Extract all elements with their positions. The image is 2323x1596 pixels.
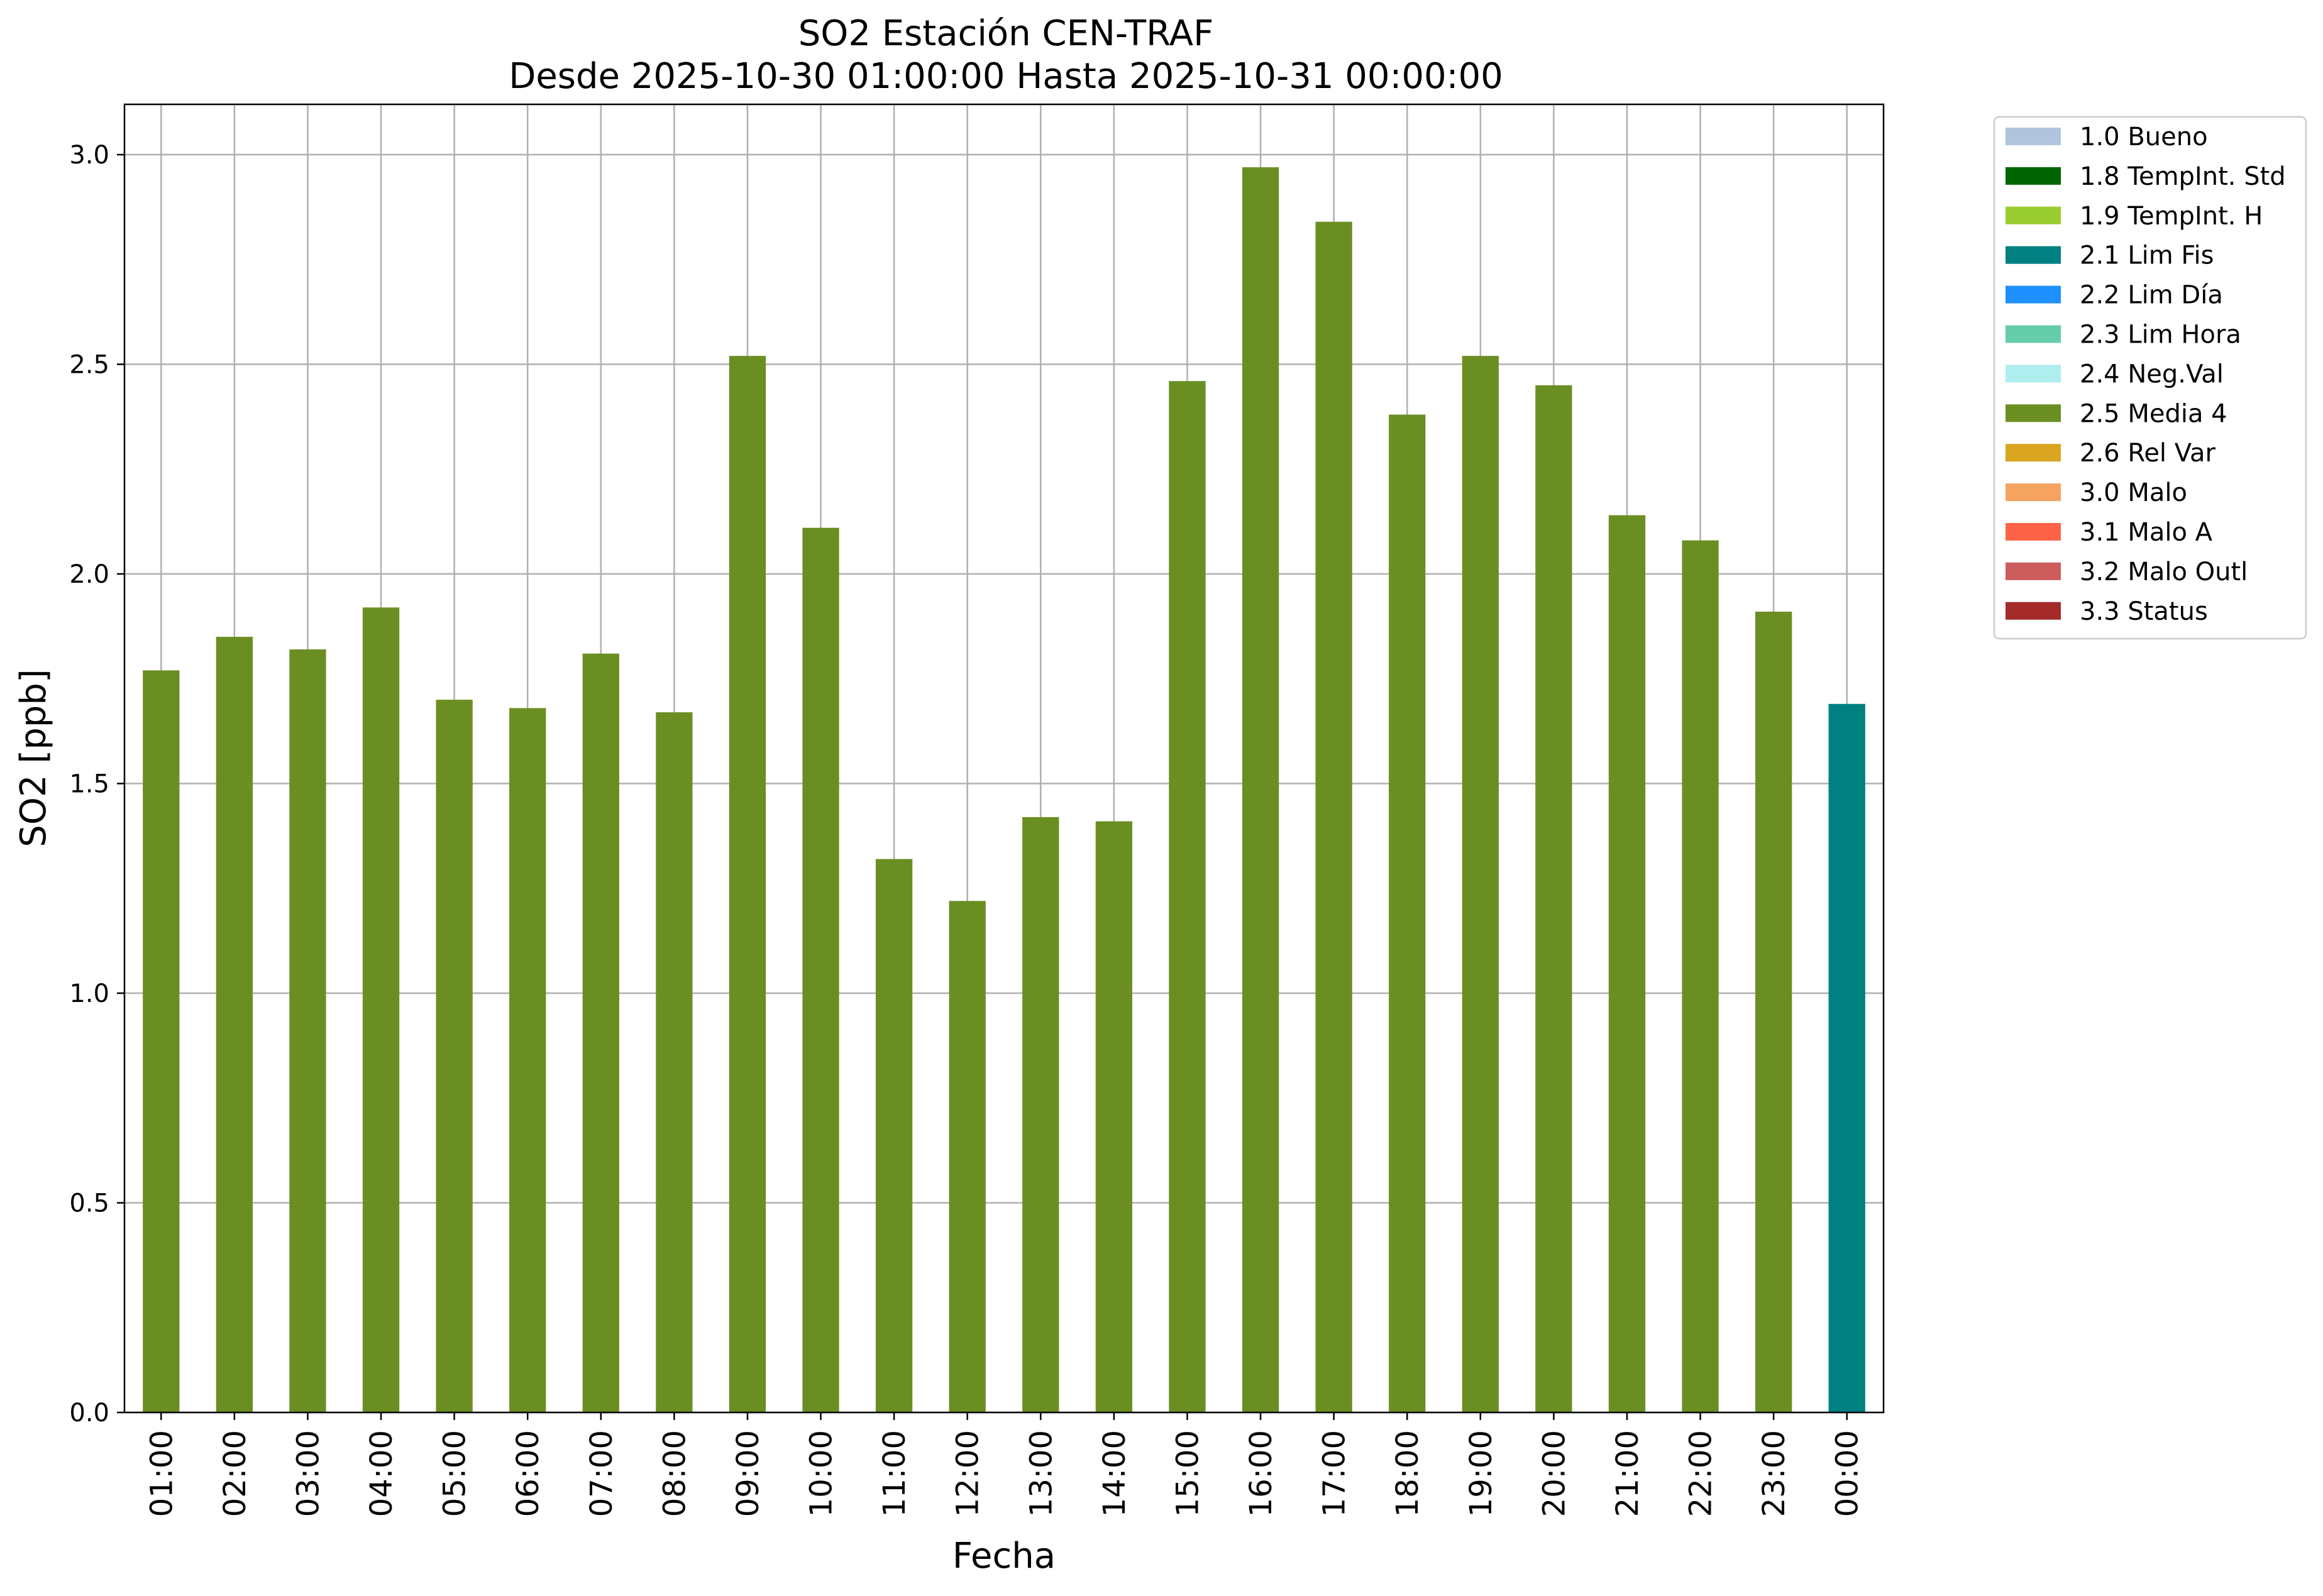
legend-label: 3.3 Status xyxy=(2080,597,2208,626)
legend-swatch xyxy=(2006,325,2061,343)
bar-14:00 xyxy=(1095,821,1133,1412)
legend-swatch xyxy=(2006,246,2061,264)
legend-label: 1.0 Bueno xyxy=(2080,123,2208,151)
y-tick-label: 2.0 xyxy=(69,560,109,589)
bar-13:00 xyxy=(1022,817,1059,1412)
x-tick-label: 08:00 xyxy=(657,1430,692,1517)
legend-swatch xyxy=(2006,523,2061,541)
x-axis: 01:00 02:00 03:00 04:00 05:00 06:00 07:00 08:00… xyxy=(144,1412,1865,1517)
y-tick-label: 1.5 xyxy=(69,770,109,799)
legend-label: 1.8 TempInt. Std xyxy=(2080,162,2286,191)
bar-08:00 xyxy=(656,712,693,1412)
legend-swatch xyxy=(2006,602,2061,620)
bar-02:00 xyxy=(216,637,253,1412)
bar-16:00 xyxy=(1242,167,1279,1412)
bar-00:00 xyxy=(1828,703,1865,1412)
bar-layer xyxy=(143,167,1865,1413)
chart-title: SO2 Estación CEN-TRAF xyxy=(798,13,1214,54)
plot-frame xyxy=(123,103,1885,1414)
x-tick-label: 06:00 xyxy=(510,1430,546,1517)
x-tick-label: 15:00 xyxy=(1170,1430,1205,1517)
legend-label: 2.1 Lim Fis xyxy=(2080,241,2214,270)
y-tick-label: 0.0 xyxy=(69,1399,109,1428)
legend-swatch xyxy=(2006,128,2061,145)
legend-label: 3.1 Malo A xyxy=(2080,518,2213,547)
bar-04:00 xyxy=(362,607,400,1412)
legend-swatch xyxy=(2006,444,2061,462)
bar-18:00 xyxy=(1389,414,1426,1412)
y-tick-label: 3.0 xyxy=(69,141,109,170)
legend-label: 3.0 Malo xyxy=(2080,478,2187,507)
x-tick-label: 20:00 xyxy=(1537,1430,1572,1517)
bar-01:00 xyxy=(143,670,180,1412)
x-tick-label: 13:00 xyxy=(1024,1430,1059,1517)
legend: 1.0 Bueno 1.8 TempInt. Std 1.9 TempInt. H 2… xyxy=(1993,116,2307,640)
legend-label: 2.5 Media 4 xyxy=(2080,399,2227,428)
bar-19:00 xyxy=(1462,356,1499,1412)
x-tick-label: 09:00 xyxy=(731,1430,766,1517)
bar-10:00 xyxy=(802,527,839,1413)
bar-11:00 xyxy=(875,859,913,1412)
x-tick-label: 05:00 xyxy=(438,1430,473,1517)
bar-23:00 xyxy=(1755,612,1792,1413)
x-tick-label: 01:00 xyxy=(144,1430,179,1517)
y-tick-label: 1.0 xyxy=(69,979,109,1008)
legend-label: 3.2 Malo Outl xyxy=(2080,558,2248,586)
legend-swatch xyxy=(2006,365,2061,383)
bar-05:00 xyxy=(436,700,473,1412)
x-tick-label: 16:00 xyxy=(1244,1430,1279,1517)
bar-09:00 xyxy=(729,356,766,1412)
x-tick-label: 21:00 xyxy=(1610,1430,1645,1517)
x-tick-label: 12:00 xyxy=(951,1430,986,1517)
legend-swatch xyxy=(2006,483,2061,502)
legend-label: 1.9 TempInt. H xyxy=(2080,202,2263,231)
x-tick-label: 19:00 xyxy=(1464,1430,1499,1517)
legend-frame xyxy=(1993,116,2307,640)
y-tick-label: 2.5 xyxy=(69,351,109,380)
y-axis: 0.0 0.5 1.0 1.5 2.0 2.5 3.0 xyxy=(69,141,124,1428)
x-tick-label: 02:00 xyxy=(218,1430,253,1517)
bar-03:00 xyxy=(289,649,326,1412)
legend-swatch xyxy=(2006,285,2061,304)
legend-swatch xyxy=(2006,206,2061,224)
x-tick-label: 04:00 xyxy=(364,1430,399,1517)
bar-15:00 xyxy=(1169,381,1206,1412)
legend-swatch xyxy=(2006,404,2061,422)
chart-subtitle: Desde 2025-10-30 01:00:00 Hasta 2025-10-… xyxy=(509,56,1503,97)
x-tick-label: 22:00 xyxy=(1684,1430,1719,1517)
x-tick-label: 23:00 xyxy=(1757,1430,1792,1517)
x-tick-label: 14:00 xyxy=(1097,1430,1132,1517)
bar-07:00 xyxy=(582,653,619,1412)
bar-22:00 xyxy=(1682,540,1719,1412)
bar-17:00 xyxy=(1315,221,1352,1413)
bar-20:00 xyxy=(1535,385,1572,1413)
legend-label: 2.4 Neg.Val xyxy=(2080,360,2224,388)
bar-06:00 xyxy=(509,708,546,1412)
x-tick-label: 17:00 xyxy=(1317,1430,1352,1517)
bar-21:00 xyxy=(1608,515,1646,1412)
x-tick-label: 00:00 xyxy=(1830,1430,1865,1517)
legend-swatch xyxy=(2006,167,2061,185)
y-tick-label: 0.5 xyxy=(69,1189,109,1218)
x-tick-label: 10:00 xyxy=(804,1430,839,1517)
x-tick-label: 18:00 xyxy=(1390,1430,1425,1517)
x-tick-label: 07:00 xyxy=(584,1430,619,1517)
legend-label: 2.3 Lim Hora xyxy=(2080,321,2241,349)
legend-swatch xyxy=(2006,562,2061,580)
y-axis-label: SO2 [ppb] xyxy=(13,669,54,847)
bar-12:00 xyxy=(949,901,986,1412)
x-tick-label: 11:00 xyxy=(877,1430,912,1517)
x-axis-label: Fecha xyxy=(952,1536,1056,1577)
legend-label: 2.6 Rel Var xyxy=(2080,439,2216,468)
x-tick-label: 03:00 xyxy=(290,1430,326,1517)
legend-label: 2.2 Lim Día xyxy=(2080,281,2223,310)
